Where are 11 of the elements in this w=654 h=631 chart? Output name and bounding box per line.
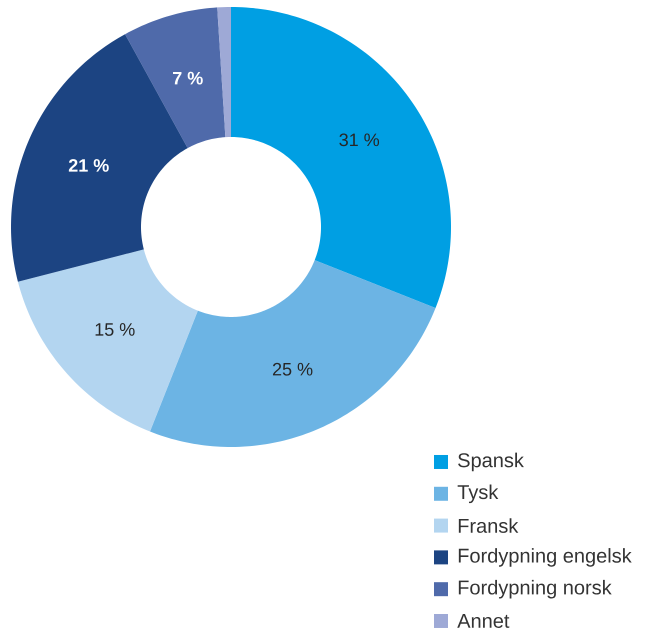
data-label: 25 % xyxy=(272,362,312,376)
data-label: 7 % xyxy=(173,72,203,84)
data-label: 31 % xyxy=(339,133,380,146)
legend-label: Annet xyxy=(457,614,510,628)
data-label: 21 % xyxy=(68,159,109,172)
legend-label: Fordypning norsk xyxy=(458,580,612,599)
legend-label: Spansk xyxy=(458,452,524,472)
data-label: 15 % xyxy=(96,323,135,336)
legend-label: Fransk xyxy=(458,518,518,533)
legend-label: Fordypning engelsk xyxy=(458,548,632,567)
legend-label: Tysk xyxy=(458,484,498,504)
